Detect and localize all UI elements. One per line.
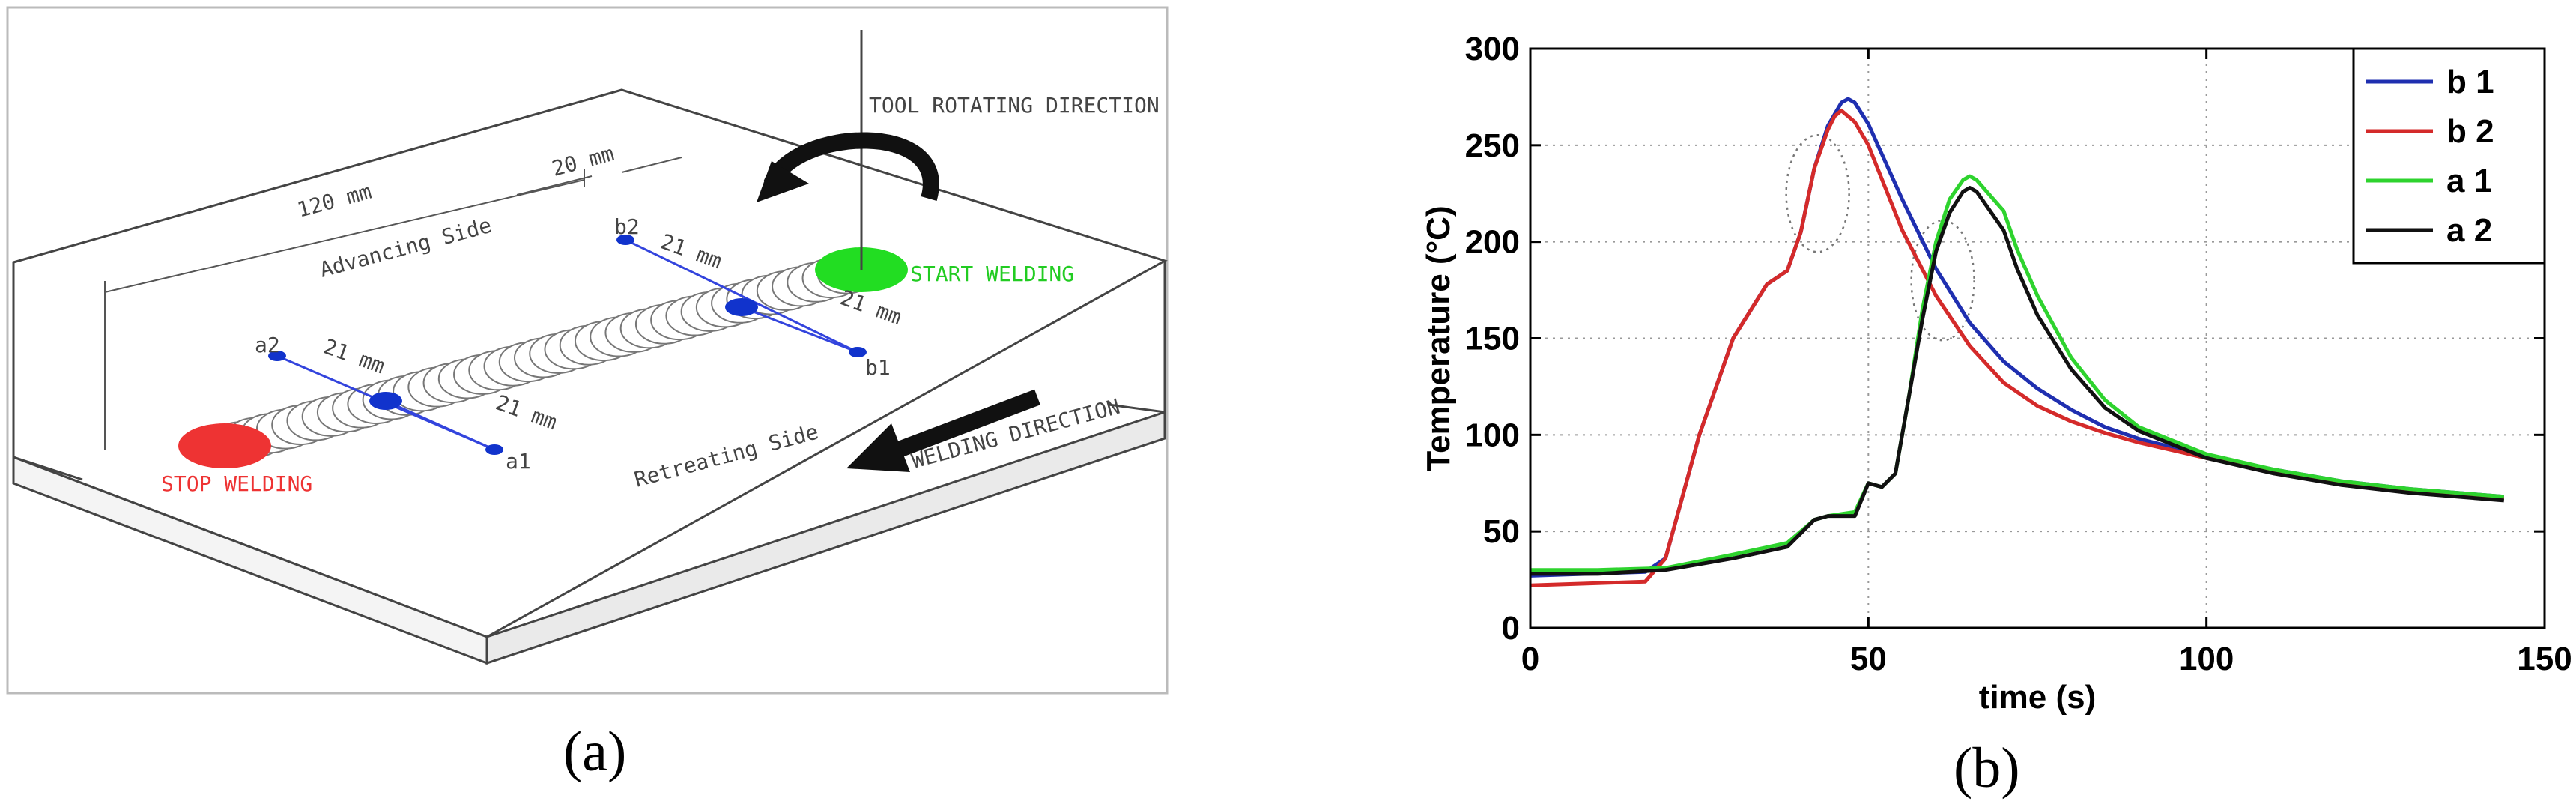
x-tick-label: 150 (2517, 641, 2572, 677)
stop-welding-marker (178, 423, 271, 468)
panel-a-schematic: TOOL ROTATING DIRECTION 120 mm 20 mm Adv… (6, 6, 1169, 695)
label-b1: b1 (865, 355, 891, 380)
point-b1 (849, 347, 867, 357)
caption-a: (a) (563, 720, 627, 783)
y-tick-label: 0 (1502, 610, 1520, 647)
point-a2 (268, 351, 286, 361)
legend-label: a 2 (2446, 212, 2492, 249)
y-tick-label: 250 (1465, 127, 1520, 164)
y-tick-label: 150 (1465, 321, 1520, 357)
y-tick-label: 50 (1483, 513, 1520, 550)
highlight-ellipse-b (1785, 134, 1850, 253)
x-tick-label: 50 (1850, 641, 1887, 677)
label-a1: a1 (506, 449, 531, 474)
legend-label: b 1 (2446, 64, 2494, 100)
y-tick-label: 200 (1465, 224, 1520, 261)
series-line-a2 (1530, 186, 2505, 576)
label-stop-welding: STOP WELDING (161, 471, 312, 496)
x-tick-label: 0 (1521, 641, 1539, 677)
series-line-b2 (1530, 109, 2505, 587)
y-tick-label: 300 (1465, 31, 1520, 67)
y-axis-label: Temperature (°C) (1420, 205, 1457, 471)
caption-b: (b) (1954, 737, 2020, 800)
label-b2: b2 (614, 214, 640, 239)
point-b2 (616, 235, 634, 245)
plate-side-edge (485, 410, 1166, 665)
label-start-welding: START WELDING (910, 262, 1074, 286)
legend-label: b 2 (2446, 113, 2494, 150)
y-tick-label: 100 (1465, 417, 1520, 453)
point-a-center (369, 392, 402, 410)
legend-box (2352, 47, 2546, 265)
legend: b 1 b 2 a 1 a 2 (2352, 47, 2546, 265)
highlight-ellipse-a (1910, 219, 1975, 342)
x-axis-label: time (s) (1979, 679, 2096, 716)
label-tool-rotating: TOOL ROTATING DIRECTION (869, 93, 1160, 118)
point-b-center (725, 298, 758, 316)
label-a2: a2 (255, 333, 280, 357)
welding-direction-arrow (896, 389, 1040, 458)
legend-label: a 1 (2446, 163, 2492, 199)
rotation-arrow (763, 132, 939, 202)
x-tick-label: 100 (2179, 641, 2234, 677)
point-a1 (485, 444, 503, 455)
